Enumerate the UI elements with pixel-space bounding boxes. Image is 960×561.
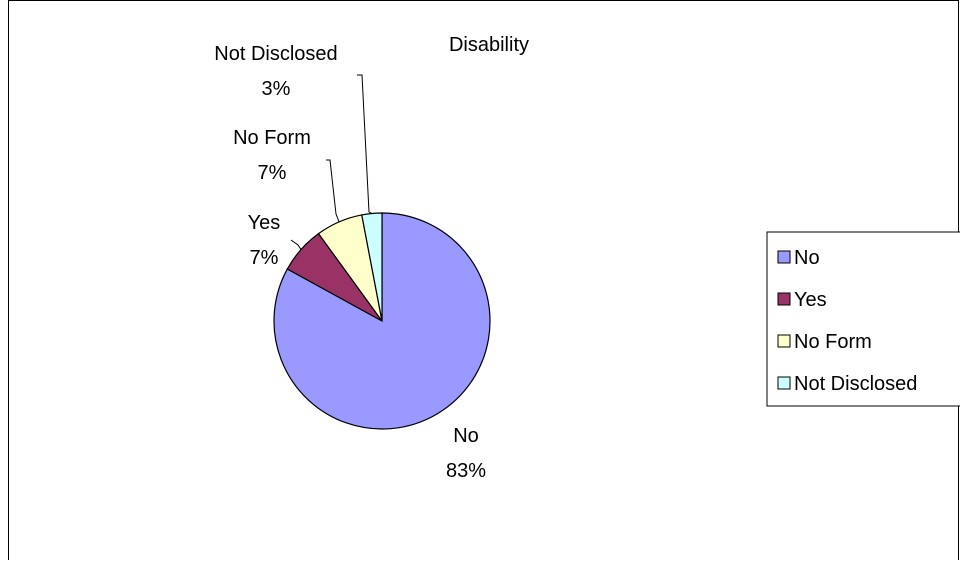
data-label-not-disclosed-value: 3% bbox=[262, 78, 291, 100]
data-label-yes-category: Yes bbox=[248, 212, 281, 234]
legend-label-yes: Yes bbox=[794, 289, 827, 311]
legend-item-yes: Yes bbox=[777, 289, 827, 311]
data-label-not-disclosed: Not Disclosed 3% bbox=[214, 43, 337, 100]
leader-line-no-form bbox=[326, 159, 340, 223]
legend-swatch-not-disclosed bbox=[777, 376, 791, 390]
legend-item-no-form: No Form bbox=[777, 331, 872, 353]
legend-box bbox=[766, 231, 960, 407]
data-label-yes: Yes 7% bbox=[248, 212, 281, 269]
data-label-no-form-value: 7% bbox=[258, 162, 287, 184]
legend-swatch-no bbox=[777, 250, 791, 264]
data-label-not-disclosed-category: Not Disclosed bbox=[214, 43, 337, 65]
legend-item-not-disclosed: Not Disclosed bbox=[777, 373, 917, 395]
data-label-no: No 83% bbox=[446, 425, 486, 482]
leader-line-yes bbox=[290, 239, 302, 250]
data-label-no-form-category: No Form bbox=[233, 127, 311, 149]
legend-item-no: No bbox=[777, 247, 820, 269]
legend-label-not-disclosed: Not Disclosed bbox=[794, 373, 917, 395]
legend-swatch-no-form bbox=[777, 334, 791, 348]
data-label-no-category: No bbox=[453, 425, 479, 447]
legend: No Yes No Form Not Disclosed bbox=[766, 231, 960, 407]
legend-swatch-yes bbox=[777, 292, 791, 306]
pie-slice-not-disclosed bbox=[361, 212, 383, 322]
data-label-yes-value: 7% bbox=[250, 247, 279, 269]
data-label-no-value: 83% bbox=[446, 460, 486, 482]
data-label-no-form: No Form 7% bbox=[233, 127, 311, 184]
leader-lines bbox=[290, 74, 373, 250]
pie-slices bbox=[273, 212, 491, 430]
legend-label-no: No bbox=[794, 247, 820, 269]
legend-label-no-form: No Form bbox=[794, 331, 872, 353]
leader-line-not-disclosed bbox=[357, 74, 373, 214]
chart-title: Disability bbox=[449, 34, 529, 56]
